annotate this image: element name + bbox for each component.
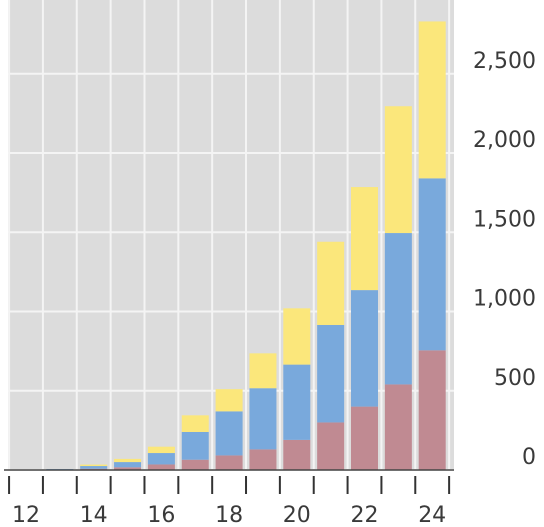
bar-segment xyxy=(147,453,175,465)
bars xyxy=(46,21,446,470)
bar-segment xyxy=(283,364,311,440)
bar-segment xyxy=(249,353,277,389)
bar-segment xyxy=(215,389,243,412)
bar-segment xyxy=(80,466,108,469)
y-axis: 0 500 1,000 1,500 2,000 2,500 xyxy=(473,49,536,470)
bar-segment xyxy=(418,21,446,179)
bar-segment xyxy=(351,406,378,470)
x-axis: 12 14 16 18 20 22 24 xyxy=(4,469,454,527)
bar-segment xyxy=(351,290,378,407)
y-tick-label: 1,500 xyxy=(473,207,536,232)
x-tick-label: 20 xyxy=(283,503,311,527)
x-tick-label: 14 xyxy=(80,503,108,527)
x-tick-label: 12 xyxy=(12,503,40,527)
bar-segment xyxy=(114,467,142,470)
y-tick-label: 500 xyxy=(494,366,536,391)
y-tick-label: 2,500 xyxy=(473,49,536,74)
bar-segment xyxy=(114,462,142,468)
bar-segment xyxy=(351,187,378,291)
bar-segment xyxy=(384,384,412,470)
bar-segment xyxy=(317,324,345,423)
x-tick-label: 16 xyxy=(147,503,175,527)
bar-segment xyxy=(317,241,345,325)
bar-segment xyxy=(249,388,277,450)
bar-segment xyxy=(384,106,412,234)
bar-segment xyxy=(147,446,175,454)
y-tick-label: 1,000 xyxy=(473,287,536,312)
bar-segment xyxy=(249,449,277,470)
bar-segment xyxy=(283,439,311,470)
bar-segment xyxy=(181,459,209,470)
bar-segment xyxy=(181,431,209,460)
x-tick-label: 18 xyxy=(215,503,243,527)
x-tick-label: 24 xyxy=(418,503,446,527)
bar-segment xyxy=(80,464,108,467)
bar-segment xyxy=(215,455,243,470)
bar-segment xyxy=(418,178,446,351)
bar-segment xyxy=(181,415,209,432)
bar-segment xyxy=(317,422,345,470)
bar-segment xyxy=(283,308,311,365)
y-tick-label: 0 xyxy=(522,445,536,470)
bar-segment xyxy=(114,458,142,463)
x-tick-label: 22 xyxy=(351,503,379,527)
bar-segment xyxy=(147,464,175,470)
bar-segment xyxy=(384,233,412,385)
y-tick-label: 2,000 xyxy=(473,128,536,153)
bar-segment xyxy=(418,350,446,470)
bar-segment xyxy=(215,411,243,456)
